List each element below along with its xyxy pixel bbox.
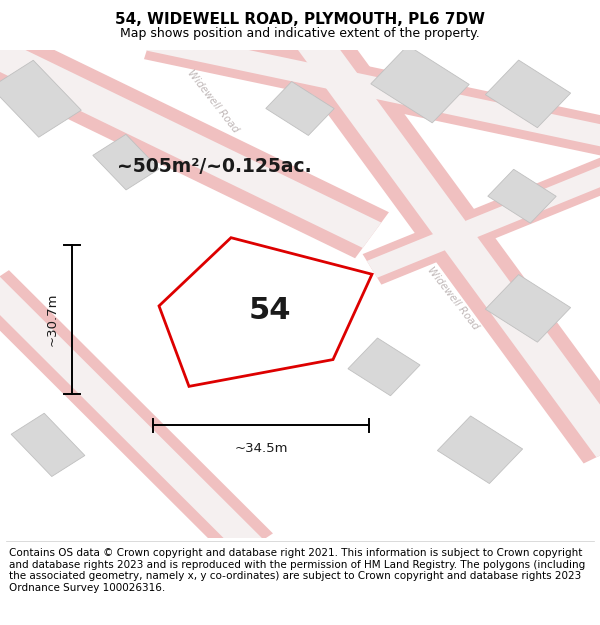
Polygon shape [159, 238, 372, 386]
Polygon shape [0, 28, 382, 248]
Polygon shape [367, 164, 600, 278]
Polygon shape [362, 157, 600, 284]
Polygon shape [0, 270, 273, 561]
Text: ~505m²/~0.125ac.: ~505m²/~0.125ac. [117, 158, 311, 176]
Polygon shape [348, 338, 420, 396]
Text: Contains OS data © Crown copyright and database right 2021. This information is : Contains OS data © Crown copyright and d… [9, 548, 585, 592]
Polygon shape [144, 21, 600, 157]
Polygon shape [11, 413, 85, 476]
Polygon shape [0, 18, 389, 258]
Text: Map shows position and indicative extent of the property.: Map shows position and indicative extent… [120, 27, 480, 40]
Polygon shape [296, 32, 600, 457]
Text: Widewell Road: Widewell Road [425, 266, 481, 332]
Polygon shape [0, 60, 81, 138]
Polygon shape [488, 169, 556, 223]
Polygon shape [266, 81, 334, 136]
Polygon shape [284, 26, 600, 464]
Text: Widewell Road: Widewell Road [185, 68, 241, 134]
Text: 54, WIDEWELL ROAD, PLYMOUTH, PL6 7DW: 54, WIDEWELL ROAD, PLYMOUTH, PL6 7DW [115, 12, 485, 28]
Polygon shape [93, 134, 159, 190]
Polygon shape [371, 46, 469, 123]
Text: ~30.7m: ~30.7m [46, 292, 59, 346]
Polygon shape [219, 278, 309, 349]
Polygon shape [0, 276, 263, 555]
Polygon shape [146, 30, 600, 148]
Polygon shape [437, 416, 523, 484]
Text: 54: 54 [249, 296, 291, 325]
Polygon shape [485, 274, 571, 342]
Text: ~34.5m: ~34.5m [234, 442, 288, 456]
Polygon shape [485, 60, 571, 127]
